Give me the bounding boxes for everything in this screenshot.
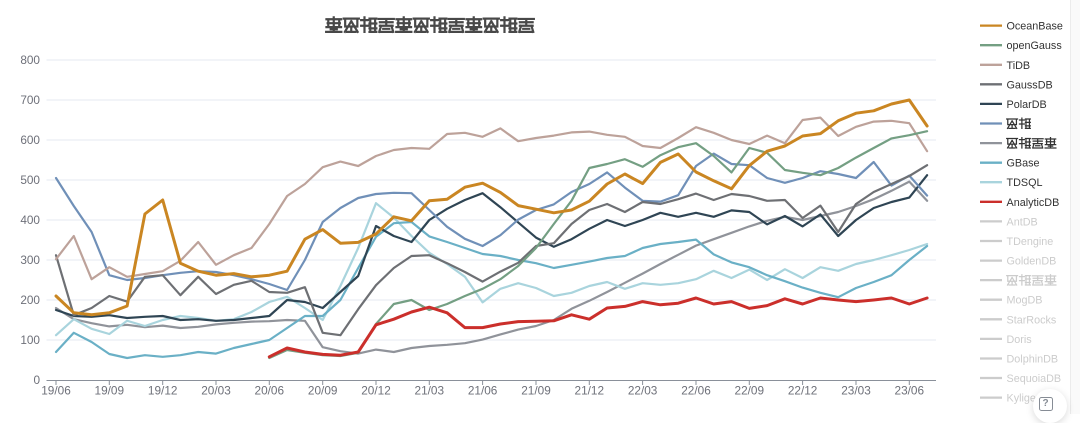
svg-text:19/12: 19/12 [148,384,178,398]
svg-text:20/03: 20/03 [201,384,231,398]
svg-text:21/12: 21/12 [575,384,605,398]
svg-text:21/09: 21/09 [521,384,551,398]
svg-text:800: 800 [20,53,40,67]
svg-text:TDSQL: TDSQL [1007,177,1043,189]
svg-text:20/09: 20/09 [308,384,338,398]
svg-text:TiDB: TiDB [1007,60,1031,72]
svg-text:23/06: 23/06 [895,384,925,398]
svg-text:21/06: 21/06 [468,384,498,398]
svg-text:PolarDB: PolarDB [1007,99,1047,111]
svg-text:500: 500 [20,173,40,187]
svg-text:GaussDB: GaussDB [1007,79,1053,91]
svg-text:TDengine: TDengine [1007,236,1054,248]
svg-text:21/03: 21/03 [415,384,445,398]
svg-text:700: 700 [20,93,40,107]
svg-text:23/03: 23/03 [841,384,871,398]
svg-text:SequoiaDB: SequoiaDB [1007,373,1062,385]
svg-text:openGauss: openGauss [1007,40,1063,52]
svg-text:100: 100 [20,333,40,347]
svg-text:AnalyticDB: AnalyticDB [1007,197,1060,209]
svg-text:Doris: Doris [1007,334,1033,346]
svg-text:GBase: GBase [1007,158,1040,170]
svg-text:400: 400 [20,213,40,227]
svg-text:22/12: 22/12 [788,384,818,398]
svg-text:20/06: 20/06 [255,384,285,398]
svg-text:MogDB: MogDB [1007,295,1043,307]
svg-text:22/03: 22/03 [628,384,658,398]
svg-text:0: 0 [33,373,40,387]
svg-text:200: 200 [20,293,40,307]
svg-text:19/09: 19/09 [95,384,125,398]
svg-text:600: 600 [20,133,40,147]
svg-text:19/06: 19/06 [41,384,71,398]
svg-text:OceanBase: OceanBase [1007,21,1063,33]
svg-text:22/06: 22/06 [681,384,711,398]
svg-text:GoldenDB: GoldenDB [1007,256,1057,268]
svg-text:StarRocks: StarRocks [1007,314,1057,326]
svg-text:AntDB: AntDB [1007,216,1038,228]
svg-text:20/12: 20/12 [361,384,391,398]
svg-text:300: 300 [20,253,40,267]
svg-text:DolphinDB: DolphinDB [1007,354,1059,366]
svg-text:22/09: 22/09 [735,384,765,398]
